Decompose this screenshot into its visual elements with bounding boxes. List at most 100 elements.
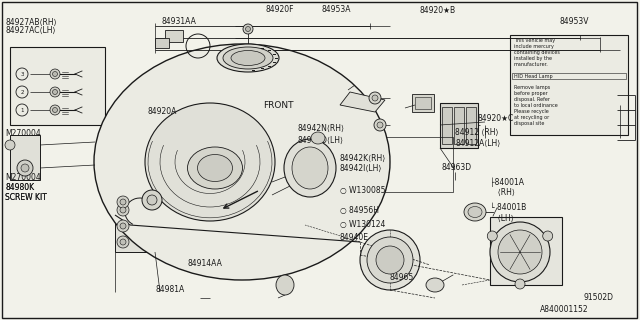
Ellipse shape [426, 278, 444, 292]
Text: manufacturer.: manufacturer. [514, 62, 548, 67]
Circle shape [117, 236, 129, 248]
Circle shape [120, 223, 126, 229]
Text: 84912 ⟨RH⟩: 84912 ⟨RH⟩ [455, 127, 499, 137]
Text: 84942N⟨RH⟩: 84942N⟨RH⟩ [298, 124, 345, 132]
Circle shape [50, 87, 60, 97]
Text: 84981A: 84981A [155, 285, 184, 294]
Text: 2: 2 [20, 90, 24, 94]
Ellipse shape [292, 147, 328, 189]
Bar [412, 94, 434, 112]
Circle shape [21, 164, 29, 172]
Text: installed by the: installed by the [514, 56, 552, 61]
Bar [490, 217, 562, 285]
Ellipse shape [276, 275, 294, 295]
Circle shape [376, 246, 404, 274]
Ellipse shape [464, 203, 486, 221]
Text: 84942D⟨LH⟩: 84942D⟨LH⟩ [298, 135, 344, 145]
Bar [298, 137, 453, 192]
Text: M270004: M270004 [5, 129, 41, 138]
Polygon shape [340, 92, 385, 112]
Bar [10, 135, 40, 180]
Text: include mercury: include mercury [514, 44, 554, 49]
Circle shape [374, 119, 386, 131]
Text: 91502D: 91502D [584, 293, 614, 302]
Circle shape [120, 199, 126, 205]
Circle shape [490, 222, 550, 282]
Text: 84920★B: 84920★B [420, 5, 456, 14]
Text: Please recycle: Please recycle [514, 109, 548, 114]
Ellipse shape [311, 132, 325, 144]
Text: 1: 1 [20, 108, 24, 113]
Text: M270004: M270004 [5, 173, 41, 182]
Bar [512, 73, 626, 79]
Text: 84980K: 84980K [5, 183, 34, 193]
Circle shape [117, 220, 129, 232]
Text: 84920A: 84920A [148, 108, 177, 116]
Text: 84980K: 84980K [5, 183, 34, 193]
Ellipse shape [284, 139, 336, 197]
Text: containing devices: containing devices [514, 50, 560, 55]
Text: to local ordinance: to local ordinance [514, 103, 557, 108]
Text: 84965: 84965 [390, 273, 414, 282]
Text: disposal site: disposal site [514, 121, 545, 126]
Ellipse shape [188, 147, 243, 189]
Bar [218, 54, 278, 72]
Circle shape [117, 196, 129, 208]
Ellipse shape [223, 47, 273, 69]
Text: └ 84001B: └ 84001B [490, 204, 526, 212]
Text: at recycling or: at recycling or [514, 115, 549, 120]
Bar [454, 107, 464, 144]
Bar [155, 38, 169, 48]
Text: SCREW KIT: SCREW KIT [5, 193, 47, 202]
Ellipse shape [217, 44, 279, 72]
Bar [415, 97, 431, 109]
Text: ⟨LH⟩: ⟨LH⟩ [493, 213, 514, 222]
Ellipse shape [468, 206, 482, 218]
Circle shape [117, 204, 129, 216]
Circle shape [515, 279, 525, 289]
Text: disposal. Refer: disposal. Refer [514, 97, 550, 102]
Circle shape [243, 24, 253, 34]
Text: 84953A: 84953A [322, 5, 351, 14]
Text: 84931AA: 84931AA [162, 18, 197, 27]
Text: 84940E: 84940E [340, 234, 369, 243]
Ellipse shape [198, 155, 232, 181]
Text: Remove lamps: Remove lamps [514, 85, 550, 91]
Circle shape [17, 160, 33, 176]
Circle shape [487, 231, 497, 241]
Circle shape [142, 190, 162, 210]
Text: 84942I⟨LH⟩: 84942I⟨LH⟩ [340, 164, 382, 172]
Circle shape [360, 230, 420, 290]
Text: 84920F: 84920F [265, 5, 294, 14]
Circle shape [120, 207, 126, 213]
Text: ├84001A: ├84001A [490, 177, 524, 187]
Text: ○ W130085: ○ W130085 [340, 186, 385, 195]
Text: HID Head Lamp: HID Head Lamp [514, 74, 552, 79]
Text: ○ W130124: ○ W130124 [340, 220, 385, 229]
Text: A840001152: A840001152 [540, 306, 589, 315]
Text: ⟨RH⟩: ⟨RH⟩ [493, 188, 515, 196]
Bar [165, 30, 183, 42]
Text: ○ 84956H: ○ 84956H [340, 205, 379, 214]
Text: This vehicle may: This vehicle may [514, 38, 555, 44]
Circle shape [246, 27, 250, 31]
Bar [440, 103, 478, 148]
Text: 84927AC⟨LH⟩: 84927AC⟨LH⟩ [5, 26, 56, 35]
Ellipse shape [231, 51, 265, 66]
Bar [115, 190, 155, 252]
Circle shape [52, 90, 58, 94]
Circle shape [367, 237, 413, 283]
Text: 84914AA: 84914AA [188, 259, 223, 268]
Circle shape [50, 69, 60, 79]
Circle shape [120, 239, 126, 245]
Ellipse shape [94, 44, 390, 280]
Text: 84912A⟨LH⟩: 84912A⟨LH⟩ [455, 139, 500, 148]
Text: 84927AB⟨RH⟩: 84927AB⟨RH⟩ [5, 18, 56, 27]
Text: 3: 3 [20, 71, 24, 76]
Ellipse shape [145, 103, 275, 221]
Circle shape [52, 108, 58, 113]
Bar [510, 35, 628, 135]
Text: FRONT: FRONT [263, 100, 294, 109]
Circle shape [543, 231, 553, 241]
Text: before proper: before proper [514, 91, 548, 96]
